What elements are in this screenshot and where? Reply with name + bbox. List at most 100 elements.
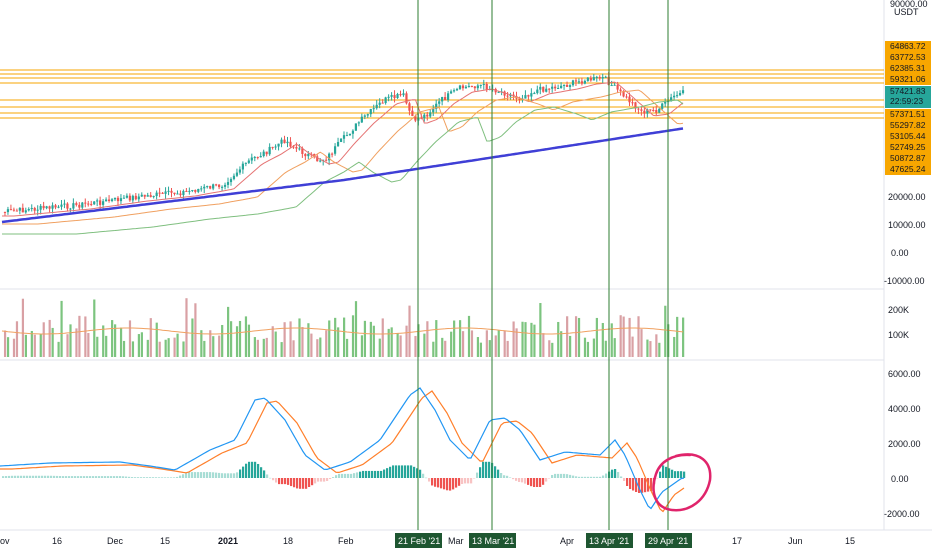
candle-body: [75, 203, 78, 205]
volume-bar: [494, 335, 497, 357]
volume-bar: [218, 335, 221, 357]
candle-body: [438, 101, 441, 104]
volume-bar: [84, 316, 87, 357]
macd-histogram-bar: [32, 475, 35, 478]
candle-body: [36, 209, 39, 211]
macd-histogram-bar: [215, 472, 218, 478]
volume-bar: [470, 330, 474, 357]
current-price-badge: [885, 86, 931, 108]
volume-bar: [3, 330, 7, 357]
macd-histogram-bar: [605, 473, 608, 478]
macd-histogram-bar: [626, 478, 629, 486]
candle-body: [286, 141, 289, 144]
macd-histogram-bar: [587, 476, 590, 478]
macd-histogram-bar: [74, 476, 77, 478]
candle-body: [9, 209, 13, 211]
macd-histogram-bar: [128, 476, 131, 478]
candle-body: [262, 151, 265, 157]
candle-body: [18, 207, 21, 211]
macd-histogram-bar: [119, 476, 122, 478]
volume-axis[interactable]: 200K 100K: [888, 305, 909, 340]
macd-axis[interactable]: 6000.00 4000.00 2000.00 0.00 -2000.00: [884, 369, 921, 519]
volume-bar: [221, 324, 224, 357]
macd-histogram-bar: [431, 478, 434, 486]
macd-histogram-bar: [671, 469, 674, 478]
volume-bar: [381, 318, 384, 357]
candle-body: [179, 193, 182, 196]
macd-histogram-bar: [257, 463, 260, 478]
volume-bar: [378, 338, 381, 357]
candle-body: [283, 139, 286, 144]
volume-bar: [655, 334, 658, 357]
macd-histogram-bar: [218, 472, 221, 478]
volume-bar: [6, 337, 10, 357]
volume-bar: [345, 338, 349, 357]
macd-histogram-bar: [122, 476, 125, 478]
macd-histogram-bar: [473, 478, 476, 479]
candle-body: [435, 103, 438, 109]
macd-histogram-bar: [80, 476, 83, 478]
macd-histogram-bar: [641, 478, 644, 493]
volume-bar: [631, 336, 634, 357]
candle-body: [104, 199, 108, 202]
volume-bar: [176, 333, 179, 357]
macd-histogram-bar: [293, 478, 296, 488]
macd-histogram-bar: [479, 467, 482, 478]
volume-ma-line: [1, 327, 684, 335]
macd-histogram-bar: [245, 463, 248, 478]
macd-histogram-bar: [674, 471, 677, 478]
candle-body: [586, 77, 589, 81]
macd-histogram-bar: [230, 473, 233, 478]
macd-histogram-bar: [446, 478, 449, 491]
macd-histogram-bar: [242, 466, 245, 478]
candle-body: [678, 93, 682, 96]
macd-histogram-bar: [65, 476, 68, 478]
volume-bar: [613, 338, 616, 357]
candle-body: [557, 88, 560, 90]
candle-body: [527, 95, 530, 97]
candle-body: [485, 83, 488, 90]
volume-bar: [673, 336, 676, 357]
candle-body: [78, 204, 81, 208]
candle-body: [357, 122, 360, 124]
candle-body: [215, 184, 218, 186]
volume-panel[interactable]: [1, 298, 685, 357]
volume-bar: [235, 326, 239, 357]
macd-histogram-bar: [623, 478, 626, 481]
price-axis[interactable]: 90000.00 USDT 20000.00 10000.00 0.00 -10…: [884, 0, 928, 286]
macd-histogram-bar: [548, 478, 551, 479]
volume-bar: [149, 318, 152, 357]
macd-histogram-bar: [461, 478, 464, 484]
volume-bar: [622, 316, 625, 357]
macd-panel[interactable]: [0, 387, 686, 513]
macd-histogram-bar: [83, 476, 86, 478]
candle-body: [6, 209, 10, 213]
macd-histogram-bar: [551, 474, 554, 478]
candle-body: [206, 186, 209, 188]
macd-histogram-bar: [656, 478, 659, 479]
time-axis[interactable]: ov 16 Dec 15 2021 18 Feb Mar Apr 17 Jun …: [0, 536, 855, 546]
candle-body: [48, 206, 51, 209]
macd-histogram-bar: [326, 478, 329, 481]
candle-body: [369, 109, 372, 115]
volume-bar: [114, 324, 117, 357]
candle-body: [333, 146, 337, 154]
price-panel[interactable]: [0, 69, 884, 235]
macd-histogram-bar: [137, 477, 140, 478]
candle-body: [15, 210, 18, 212]
macd-histogram-bar: [635, 478, 638, 492]
candle-body: [360, 116, 363, 123]
macd-histogram-bar: [563, 473, 566, 478]
volume-bar: [637, 316, 640, 357]
candle-body: [229, 179, 233, 183]
volume-bar: [51, 327, 54, 357]
macd-histogram-bar: [194, 472, 197, 478]
candle-body: [461, 85, 465, 89]
macd-histogram-bar: [263, 470, 266, 478]
volume-bar: [369, 321, 372, 357]
macd-histogram-bar: [266, 474, 269, 478]
candle-body: [102, 201, 105, 205]
candle-body: [664, 101, 667, 104]
price-tick-label: 10000.00: [888, 220, 926, 230]
